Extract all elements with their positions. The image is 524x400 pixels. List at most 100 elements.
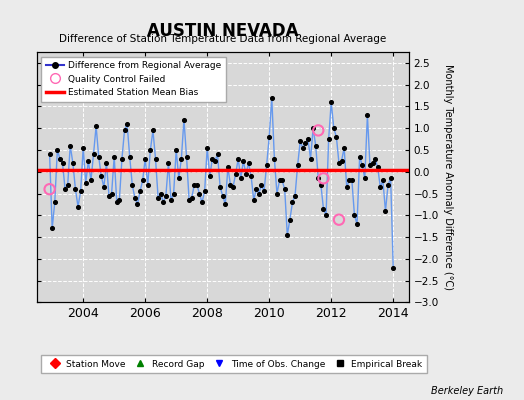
- Point: [107, 190, 116, 197]
- Point: [74, 204, 82, 210]
- Point: [195, 190, 204, 197]
- Legend: Station Move, Record Gap, Time of Obs. Change, Empirical Break: Station Move, Record Gap, Time of Obs. C…: [41, 355, 427, 373]
- Point: [136, 188, 144, 194]
- Point: [53, 147, 61, 153]
- Point: [307, 156, 315, 162]
- Point: [144, 182, 152, 188]
- Point: [151, 156, 160, 162]
- Point: [219, 192, 227, 199]
- Point: [322, 212, 330, 218]
- Point: [234, 156, 243, 162]
- Text: Difference of Station Temperature Data from Regional Average: Difference of Station Temperature Data f…: [59, 34, 386, 44]
- Point: [319, 175, 328, 182]
- Point: [172, 147, 180, 153]
- Point: [159, 199, 168, 206]
- Point: [257, 182, 266, 188]
- Point: [381, 208, 390, 214]
- Point: [314, 175, 322, 182]
- Point: [221, 201, 230, 208]
- Point: [268, 94, 276, 101]
- Point: [283, 232, 291, 238]
- Point: [335, 160, 343, 166]
- Point: [87, 177, 95, 184]
- Point: [255, 190, 263, 197]
- Point: [314, 127, 322, 134]
- Point: [71, 186, 80, 192]
- Point: [335, 216, 343, 223]
- Point: [185, 197, 193, 203]
- Point: [188, 195, 196, 201]
- Point: [110, 153, 118, 160]
- Point: [61, 186, 69, 192]
- Point: [100, 184, 108, 190]
- Point: [288, 199, 297, 206]
- Point: [229, 184, 237, 190]
- Point: [162, 192, 170, 199]
- Point: [82, 180, 90, 186]
- Point: [299, 145, 307, 151]
- Point: [48, 225, 57, 232]
- Point: [94, 153, 103, 160]
- Point: [361, 175, 369, 182]
- Point: [236, 175, 245, 182]
- Point: [270, 156, 279, 162]
- Point: [130, 195, 139, 201]
- Point: [84, 158, 93, 164]
- Text: Berkeley Earth: Berkeley Earth: [431, 386, 503, 396]
- Point: [97, 173, 105, 179]
- Point: [273, 190, 281, 197]
- Point: [205, 173, 214, 179]
- Point: [379, 177, 387, 184]
- Point: [128, 182, 136, 188]
- Point: [358, 162, 366, 168]
- Point: [293, 162, 302, 168]
- Point: [123, 121, 132, 127]
- Point: [340, 145, 348, 151]
- Point: [113, 199, 121, 206]
- Point: [174, 175, 183, 182]
- Point: [66, 142, 74, 149]
- Point: [239, 158, 247, 164]
- Point: [226, 182, 235, 188]
- Point: [232, 171, 240, 177]
- Point: [69, 160, 77, 166]
- Point: [115, 197, 124, 203]
- Point: [167, 197, 175, 203]
- Point: [304, 136, 312, 142]
- Point: [327, 99, 335, 105]
- Point: [247, 173, 255, 179]
- Point: [286, 216, 294, 223]
- Point: [301, 140, 310, 147]
- Point: [387, 175, 395, 182]
- Point: [389, 264, 397, 271]
- Point: [366, 162, 374, 168]
- Point: [330, 125, 338, 132]
- Point: [169, 190, 178, 197]
- Point: [149, 127, 157, 134]
- Point: [371, 156, 379, 162]
- Point: [280, 186, 289, 192]
- Point: [190, 182, 199, 188]
- Point: [224, 164, 232, 171]
- Point: [193, 182, 201, 188]
- Point: [242, 171, 250, 177]
- Point: [102, 160, 111, 166]
- Point: [177, 156, 185, 162]
- Point: [374, 164, 382, 171]
- Point: [263, 162, 271, 168]
- Point: [92, 123, 100, 129]
- Point: [89, 151, 97, 158]
- Point: [164, 160, 172, 166]
- Point: [125, 153, 134, 160]
- Point: [324, 136, 333, 142]
- Point: [309, 125, 318, 132]
- Point: [198, 199, 206, 206]
- Point: [355, 153, 364, 160]
- Point: [146, 147, 155, 153]
- Point: [79, 145, 88, 151]
- Point: [244, 160, 253, 166]
- Point: [249, 197, 258, 203]
- Y-axis label: Monthly Temperature Anomaly Difference (°C): Monthly Temperature Anomaly Difference (…: [443, 64, 453, 290]
- Point: [350, 212, 358, 218]
- Point: [211, 158, 219, 164]
